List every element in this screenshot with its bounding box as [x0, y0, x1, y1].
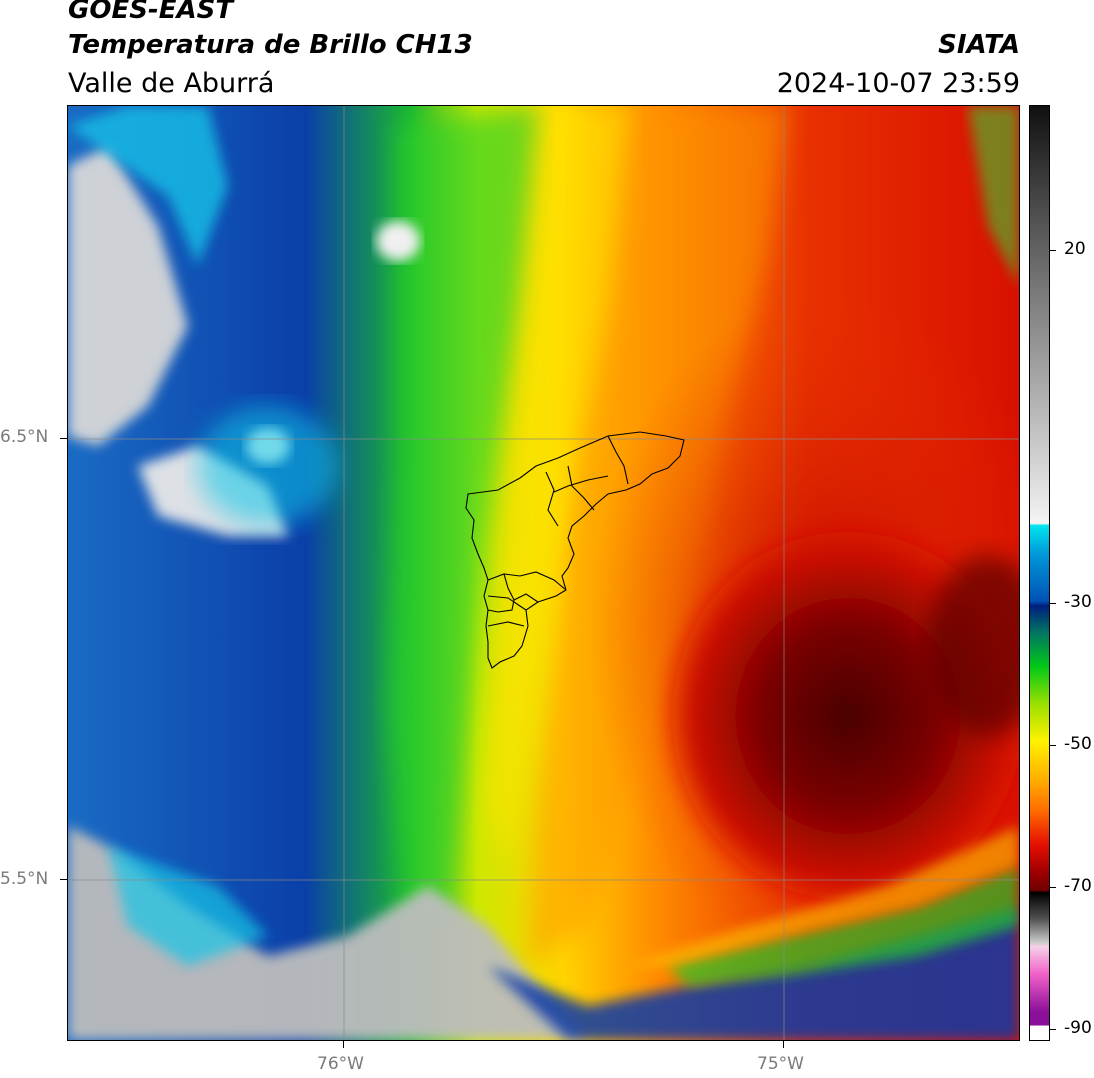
northeast-corner [968, 106, 1019, 286]
lon-tick-76: 76°W [317, 1054, 364, 1074]
yellow-south-band [628, 826, 1019, 966]
cb-tick-minus30: -30 [1064, 592, 1092, 612]
aburra-boundary [465, 431, 685, 669]
cb-tickmark-minus50 [1050, 745, 1056, 746]
clear-sky-south [68, 826, 588, 1040]
aburra-municipal-line-2 [567, 465, 595, 511]
cyan-west [198, 406, 338, 526]
cb-tickmark-minus30 [1050, 603, 1056, 604]
cyan-southwest [108, 846, 268, 966]
cb-tick-minus70: -70 [1064, 876, 1092, 896]
lat-tick-mark-5-5 [60, 879, 67, 880]
colorbar-gradient [1030, 106, 1049, 1040]
convective-core [658, 516, 1019, 916]
colorbar-fill [1030, 106, 1049, 1040]
cb-tickmark-minus90 [1050, 1029, 1056, 1030]
graticule [68, 106, 1019, 1040]
yellow-band [488, 106, 628, 866]
org-label: SIATA [938, 30, 1020, 60]
datetime-label: 2024-10-07 23:59 [776, 68, 1020, 99]
aburra-municipal-line-9 [487, 621, 525, 627]
lat-tick-6-5: 6.5°N [0, 427, 49, 447]
lon-tick-mark-76 [343, 1041, 344, 1048]
brightness-temperature-field [68, 106, 1019, 1040]
cb-tickmark-minus70 [1050, 887, 1056, 888]
green-band [388, 106, 538, 946]
cb-tick-20: 20 [1064, 239, 1086, 259]
aburra-municipal-line-1 [545, 471, 559, 527]
product-title: Temperatura de Brillo CH13 [68, 30, 473, 60]
aburra-outline [465, 431, 685, 669]
cb-tick-minus50: -50 [1064, 734, 1092, 754]
cb-tickmark-20 [1050, 250, 1056, 251]
blue-south-band [488, 906, 1019, 1040]
cyan-northwest [68, 106, 228, 266]
region-label: Valle de Aburrá [68, 68, 275, 99]
cb-tick-minus90: -90 [1064, 1018, 1092, 1038]
lon-tick-75: 75°W [757, 1054, 804, 1074]
green-south-band [668, 866, 1019, 986]
aburra-municipal-line-3 [607, 435, 629, 485]
aburra-municipal-line-4 [553, 475, 609, 493]
lat-tick-mark-6-5 [60, 438, 67, 439]
colorbar [1029, 105, 1050, 1041]
satellite-map [67, 105, 1020, 1041]
aburra-municipal-line-5 [487, 571, 567, 591]
aburra-municipal-line-8 [513, 593, 539, 603]
lon-tick-mark-75 [783, 1041, 784, 1048]
aburra-municipal-line-7 [487, 573, 515, 613]
clear-sky-northwest [68, 146, 188, 446]
lat-tick-5-5: 5.5°N [0, 869, 49, 889]
clear-spot-north [376, 221, 420, 261]
east-core [928, 556, 1019, 736]
satellite-title: GOES-EAST [68, 0, 234, 25]
